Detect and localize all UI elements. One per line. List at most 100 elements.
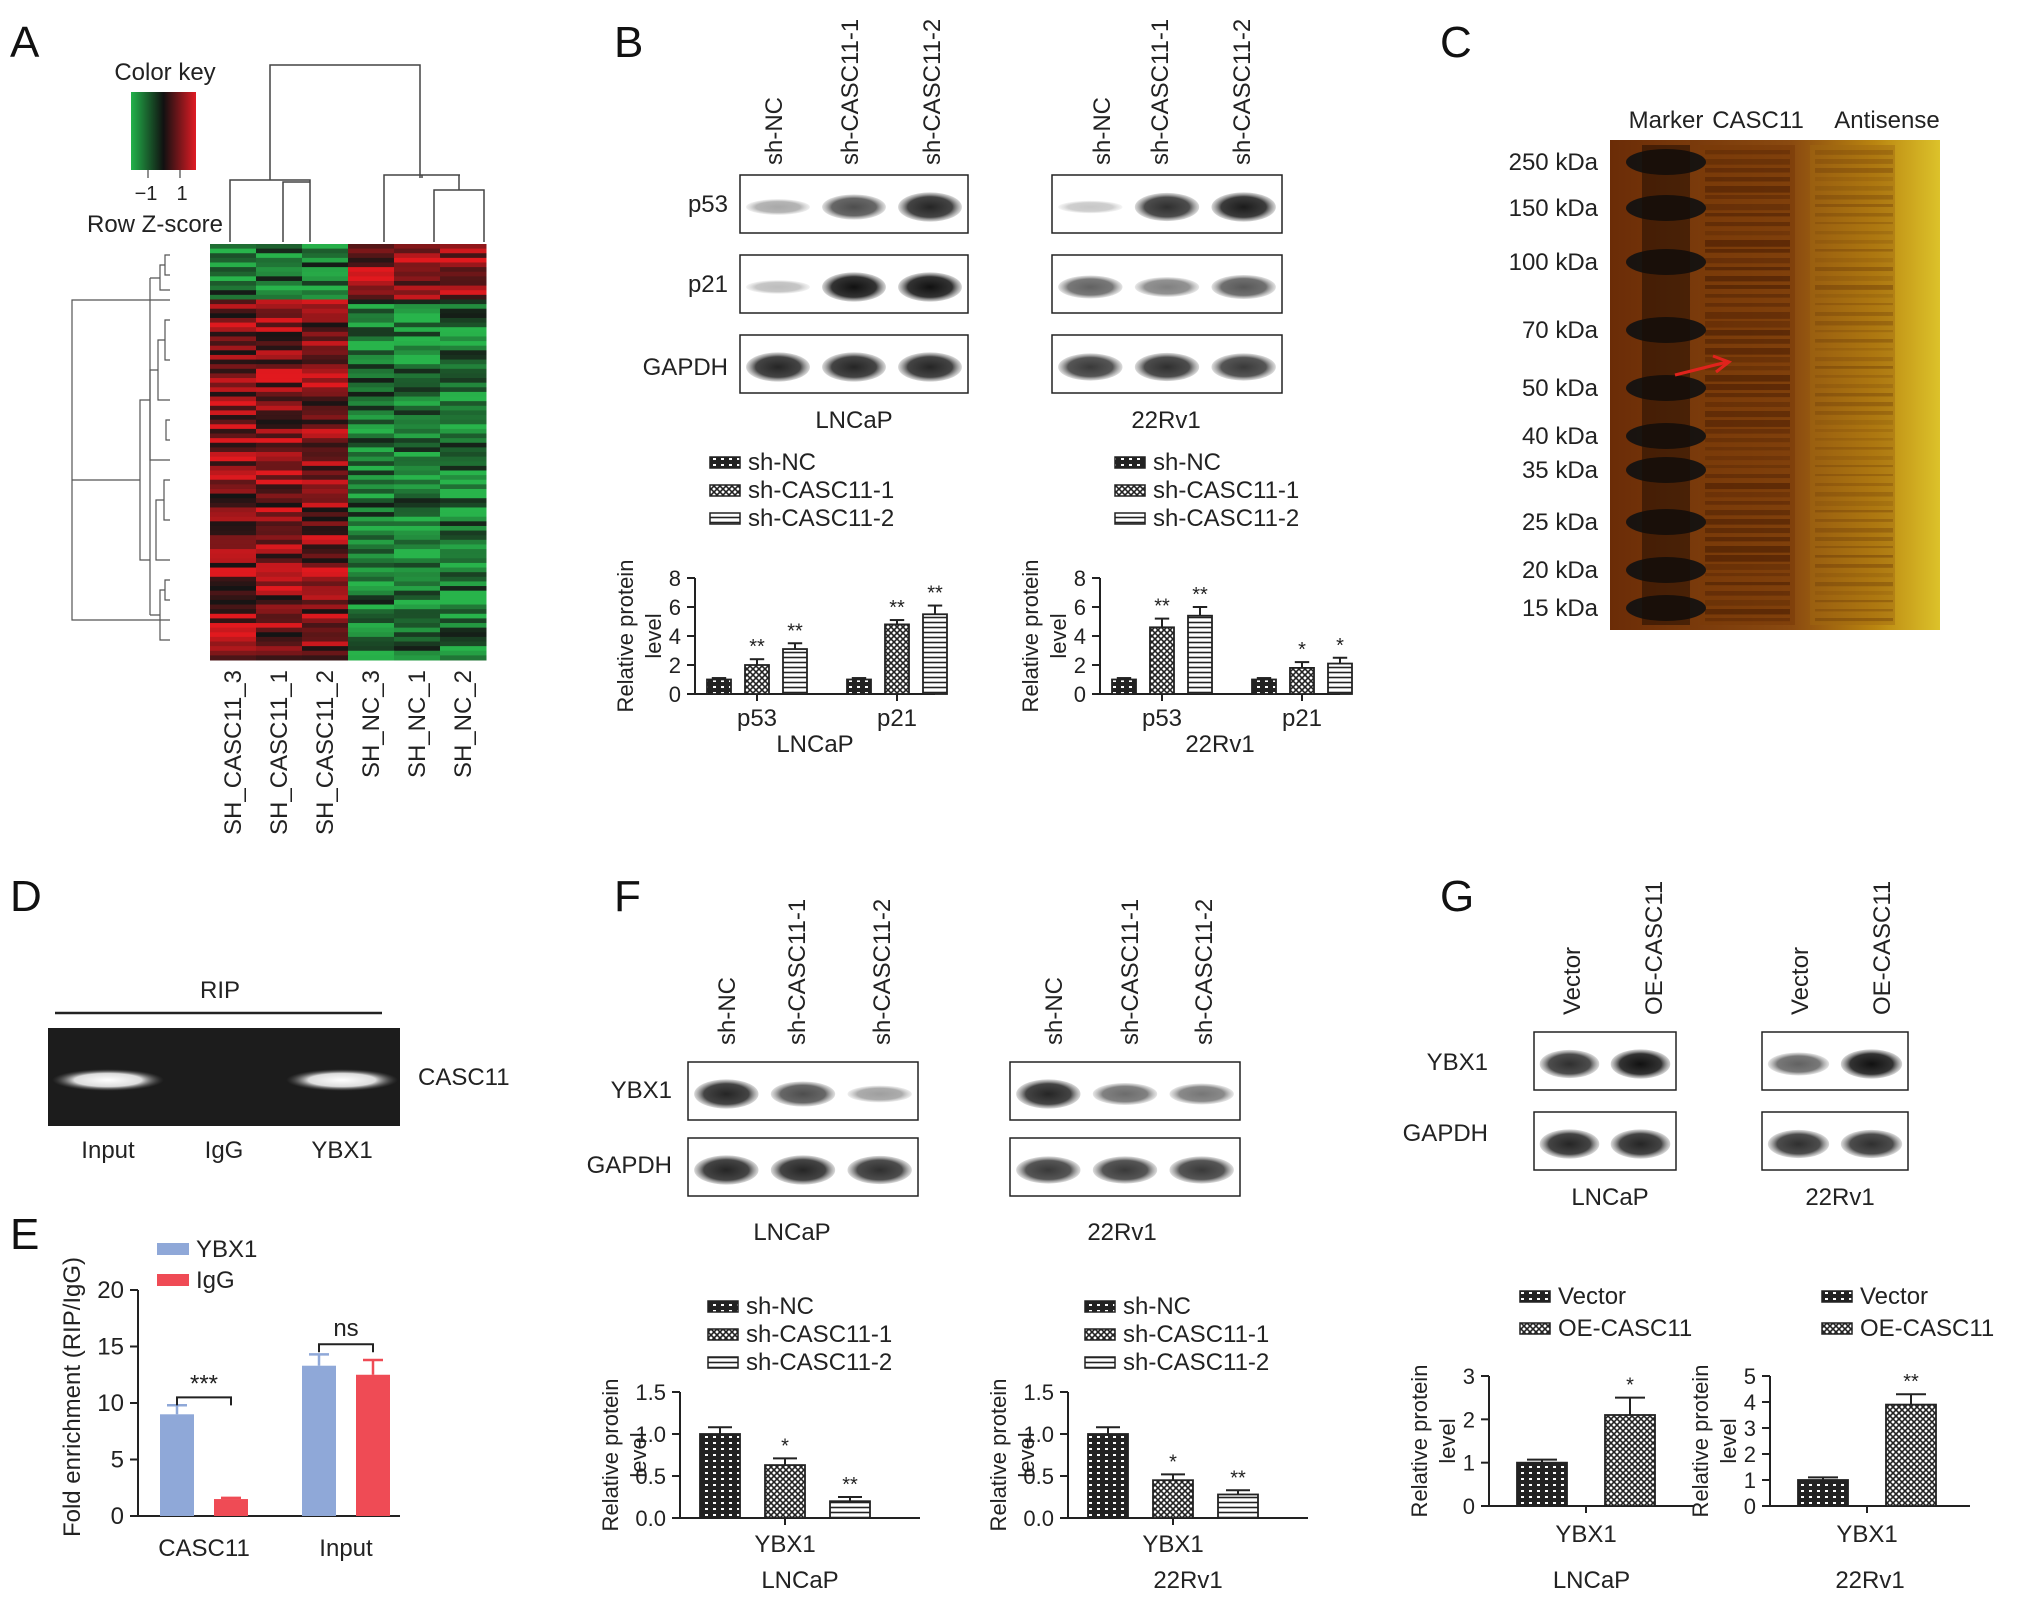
heatmap-cell	[302, 405, 349, 411]
heatmap-cell	[210, 572, 257, 578]
gel-band	[1705, 168, 1790, 173]
gel-band	[1815, 474, 1893, 477]
blot-p21-22rv1	[1051, 254, 1283, 314]
heatmap-cell	[348, 382, 395, 388]
gel-band	[1815, 573, 1893, 578]
heatmap-cell	[302, 257, 349, 263]
gel-band	[1815, 285, 1893, 290]
heatmap-cell	[440, 424, 487, 430]
bar	[214, 1499, 248, 1516]
y-tick-label: 5	[1744, 1364, 1756, 1389]
heatmap-cell	[302, 373, 349, 379]
chart-g-lncap: 0 1 2 3 Relative protein level * YBX1 LNCaP	[1407, 1364, 1694, 1594]
heatmap-cell	[210, 317, 257, 324]
heatmap-cell	[348, 456, 395, 462]
heatmap-cell	[440, 655, 487, 661]
heatmap-cell	[440, 341, 487, 347]
lane-label: sh-NC	[1041, 977, 1068, 1045]
cell-line-lncap: LNCaP	[1571, 1184, 1648, 1211]
legend-swatch	[1519, 1290, 1551, 1303]
gel-band	[1705, 420, 1790, 427]
panel-letter-a: A	[10, 18, 40, 67]
heatmap-cell	[256, 535, 303, 541]
heatmap-cell	[440, 465, 487, 471]
gel-band	[1705, 519, 1790, 525]
row-dendrogram	[71, 254, 170, 641]
gel-band	[1815, 411, 1893, 415]
blot-band	[1211, 192, 1276, 222]
gel-band	[1705, 186, 1790, 193]
gel-band	[1705, 375, 1790, 382]
heatmap-cell	[394, 488, 441, 495]
gel-band	[1705, 393, 1790, 398]
y-tick-label: 0	[1744, 1494, 1756, 1519]
blot-band	[1016, 1156, 1081, 1184]
heatmap-cell	[210, 428, 257, 435]
gel-band	[1815, 195, 1893, 200]
heatmap-cell	[302, 280, 349, 287]
gel-band	[1815, 384, 1893, 389]
heatmap-cell	[210, 479, 257, 485]
gel-band	[1815, 168, 1893, 173]
heatmap-cell	[348, 530, 395, 536]
gel-band	[1815, 366, 1893, 369]
gel-band	[1705, 438, 1790, 443]
heatmap-cell	[440, 438, 487, 444]
legend-label: IgG	[196, 1267, 235, 1294]
heatmap-cell	[440, 558, 487, 564]
heatmap-cell	[440, 590, 487, 596]
heatmap-cell	[348, 646, 395, 652]
heatmap-sample-label: SH_NC_1	[404, 670, 431, 778]
gel-band	[1815, 447, 1893, 450]
heatmap-cell	[210, 405, 257, 411]
blot-band	[847, 1155, 912, 1185]
heatmap-cell	[348, 636, 395, 643]
heatmap-cell	[394, 650, 441, 656]
gel-band	[1815, 555, 1893, 558]
heatmap-cell	[302, 646, 349, 652]
category-label: p21	[1282, 705, 1322, 732]
heatmap-cell	[210, 655, 257, 661]
heatmap-cell	[394, 257, 441, 263]
category-label: YBX1	[1142, 1531, 1203, 1558]
heatmap-cell	[256, 341, 303, 347]
marker-label: 15 kDa	[1522, 595, 1599, 622]
heatmap-cell	[302, 618, 349, 624]
heatmap-cell	[394, 447, 441, 453]
heatmap-cell	[348, 253, 395, 259]
heatmap-cell	[302, 290, 349, 296]
heatmap-cell	[440, 456, 487, 462]
heatmap-cell	[440, 623, 487, 629]
blot-gapdh-22rv1	[1009, 1137, 1241, 1197]
significance-label: *	[1626, 1375, 1634, 1397]
heatmap-cell	[348, 627, 395, 633]
heatmap-cell	[256, 456, 303, 462]
heatmap-cell	[210, 646, 257, 652]
x-axis-label: LNCaP	[776, 731, 853, 758]
heatmap-cell	[256, 521, 303, 527]
heatmap-cell	[256, 567, 303, 573]
bar	[764, 1464, 806, 1519]
heatmap-cell	[256, 285, 303, 291]
bar	[922, 613, 948, 695]
gel-band	[1815, 618, 1893, 622]
heatmap-cell	[302, 623, 349, 629]
heatmap-cell	[302, 378, 349, 384]
y-tick-label: 1.5	[635, 1380, 666, 1405]
heatmap-cell	[210, 502, 257, 508]
heatmap-cell	[256, 267, 303, 273]
blot-band	[847, 1085, 912, 1103]
cell-line-22rv1: 22Rv1	[1131, 407, 1200, 434]
blot-gapdh-lncap	[1533, 1111, 1677, 1171]
gel-band	[1815, 159, 1893, 164]
gel-band	[1705, 618, 1790, 622]
heatmap-cell	[440, 549, 487, 555]
gel-band	[1815, 537, 1893, 541]
heatmap-cell	[256, 354, 303, 361]
heatmap-cell	[440, 484, 487, 490]
y-tick-label: 4	[669, 624, 681, 649]
heatmap-cell	[210, 539, 257, 545]
bar	[782, 648, 808, 695]
heatmap-cell	[348, 262, 395, 268]
significance-label: **	[1903, 1371, 1919, 1393]
